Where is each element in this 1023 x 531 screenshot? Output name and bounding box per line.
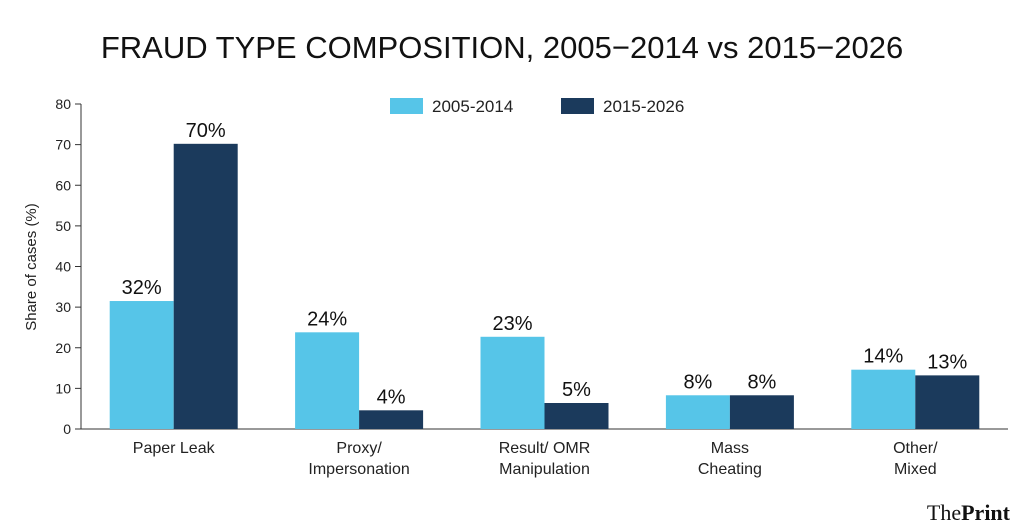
category-label: Paper Leak <box>133 440 216 457</box>
bar-value-label: 5% <box>562 379 591 401</box>
y-tick-label: 10 <box>55 380 71 396</box>
y-axis-label: Share of cases (%) <box>23 203 40 331</box>
y-tick-label: 0 <box>63 421 71 437</box>
y-tick-label: 50 <box>55 218 71 234</box>
legend-label: 2005-2014 <box>432 97 513 116</box>
bar-value-label: 4% <box>377 386 406 408</box>
y-tick-label: 80 <box>55 96 71 112</box>
bar-period2-4 <box>915 375 980 429</box>
bar-value-label: 8% <box>747 371 776 393</box>
legend-label: 2015-2026 <box>603 97 684 116</box>
bar-value-label: 32% <box>122 277 162 299</box>
y-tick-label: 40 <box>55 259 71 275</box>
bar-value-label: 24% <box>307 308 347 330</box>
category-label: Cheating <box>698 461 762 478</box>
bar-period1-1 <box>295 332 360 429</box>
bar-value-label: 14% <box>863 346 903 368</box>
bar-value-label: 70% <box>186 120 226 142</box>
category-label: Mass <box>711 440 749 457</box>
bar-period1-0 <box>109 301 174 429</box>
category-label: Proxy/ <box>336 440 382 457</box>
bar-period2-3 <box>729 395 794 429</box>
y-tick-label: 30 <box>55 299 71 315</box>
category-label: Manipulation <box>499 461 590 478</box>
chart-title: FRAUD TYPE COMPOSITION, 2005−2014 vs 201… <box>101 30 903 65</box>
bar-period1-4 <box>851 369 916 429</box>
legend: 2005-2014 2015-2026 <box>390 97 684 116</box>
bar-period2-2 <box>544 403 609 429</box>
bar-labels: 32% 70% 24% 4% 23% 5% 8% 8% 14% 13% <box>122 120 968 409</box>
category-label: Mixed <box>894 461 937 478</box>
category-label: Other/ <box>893 440 938 457</box>
y-tick-label: 70 <box>55 137 71 153</box>
bar-period2-0 <box>173 143 238 429</box>
logo-print: Print <box>961 500 1011 525</box>
y-tick-label: 60 <box>55 177 71 193</box>
legend-swatch <box>561 98 594 114</box>
category-label: Result/ OMR <box>499 440 591 457</box>
bars <box>109 143 980 429</box>
bar-period2-1 <box>359 410 424 429</box>
theprint-logo: ThePrint <box>927 500 1011 525</box>
category-label: Impersonation <box>308 461 409 478</box>
bar-value-label: 8% <box>683 371 712 393</box>
logo-the: The <box>927 500 961 525</box>
bar-period1-2 <box>480 336 545 429</box>
legend-swatch <box>390 98 423 114</box>
y-ticks: 0 10 20 30 40 50 60 70 80 <box>55 96 81 437</box>
y-tick-label: 20 <box>55 340 71 356</box>
bar-value-label: 23% <box>492 313 532 335</box>
bar-value-label: 13% <box>927 351 967 373</box>
bar-period1-3 <box>665 395 730 429</box>
category-labels: Paper Leak Proxy/Impersonation Result/ OMR… <box>133 440 938 478</box>
